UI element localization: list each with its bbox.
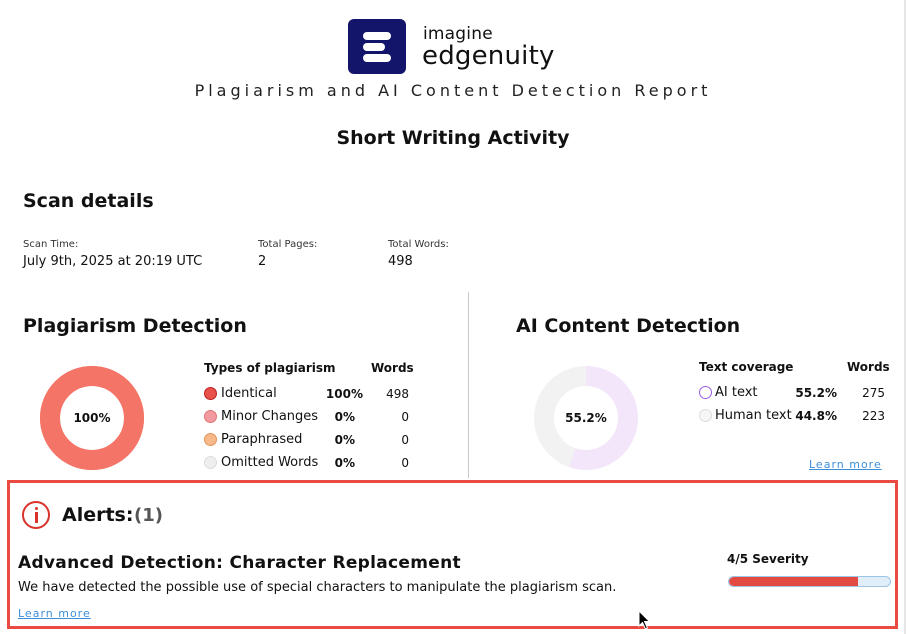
row-label: AI text [715,385,758,400]
alert-info-icon [22,501,50,529]
plagiarism-row-paraphrased: Paraphrased [204,432,302,447]
row-pct: 0% [334,410,355,424]
ai-row-ai-text: AI text [699,385,758,400]
total-words-label: Total Words: [388,239,449,250]
row-words: 498 [386,387,409,401]
plagiarism-col-words: Words [371,361,414,375]
row-pct: 55.2% [795,386,837,400]
ai-row-human-text: Human text [699,408,792,423]
plagiarism-row-minor-changes: Minor Changes [204,409,318,424]
row-label: Paraphrased [221,432,303,447]
plagiarism-donut-label: 100% [73,411,111,425]
alerts-box: Alerts: (1) Advanced Detection: Characte… [7,480,898,629]
report-title: Plagiarism and AI Content Detection Repo… [194,81,712,100]
row-label: Minor Changes [221,409,319,424]
row-pct: 0% [334,456,355,470]
row-label: Human text [715,408,792,423]
ai-col-words: Words [847,360,890,374]
row-words: 0 [401,433,409,447]
row-pct: 44.8% [795,409,837,423]
page-edge [904,0,906,634]
scan-time-value: July 9th, 2025 at 20:19 UTC [23,254,203,269]
row-words: 223 [862,409,885,423]
alerts-title: Alerts: [62,504,134,526]
ai-col-type: Text coverage [699,360,794,374]
plagiarism-donut [40,366,144,470]
ai-donut-label: 55.2% [565,411,607,425]
edgenuity-logo-icon [348,19,406,74]
plagiarism-donut-arc [40,366,144,470]
row-words: 0 [401,456,409,470]
alerts-count: (1) [134,505,163,526]
ai-text-dot-icon [699,386,712,399]
alert-learn-more-link[interactable]: Learn more [18,607,91,620]
plagiarism-row-omitted-words: Omitted Words [204,455,318,470]
mouse-cursor-icon [638,610,651,630]
alert-item-description: We have detected the possible use of spe… [18,580,617,595]
logo-text-edgenuity: edgenuity [422,41,555,71]
total-pages-value: 2 [258,254,267,269]
row-label: Omitted Words [221,455,319,470]
section-divider [468,292,469,478]
scan-time-label: Scan Time: [23,239,79,250]
total-words-value: 498 [388,254,413,269]
logo-text-imagine: imagine [423,24,493,44]
human-text-dot-icon [699,409,712,422]
row-pct: 100% [325,387,363,401]
ai-donut [534,366,638,470]
row-pct: 0% [334,433,355,447]
ai-learn-more-link[interactable]: Learn more [809,458,882,471]
plagiarism-row-identical: Identical [204,386,277,401]
alert-item-heading: Advanced Detection: Character Replacemen… [18,553,461,573]
row-label: Identical [221,386,277,401]
total-pages-label: Total Pages: [258,239,318,250]
plagiarism-col-type: Types of plagiarism [204,361,336,375]
scan-details-heading: Scan details [23,190,154,212]
paraphrased-dot-icon [204,433,217,446]
row-words: 0 [401,410,409,424]
row-words: 275 [862,386,885,400]
ai-heading: AI Content Detection [516,315,741,337]
plagiarism-heading: Plagiarism Detection [23,315,247,337]
severity-bar [728,576,891,587]
minor-changes-dot-icon [204,410,217,423]
severity-label: 4/5 Severity [727,552,809,566]
identical-dot-icon [204,387,217,400]
activity-title: Short Writing Activity [336,127,570,149]
severity-bar-fill [729,577,858,586]
omitted-words-dot-icon [204,456,217,469]
ai-donut-ai-segment [534,366,638,470]
